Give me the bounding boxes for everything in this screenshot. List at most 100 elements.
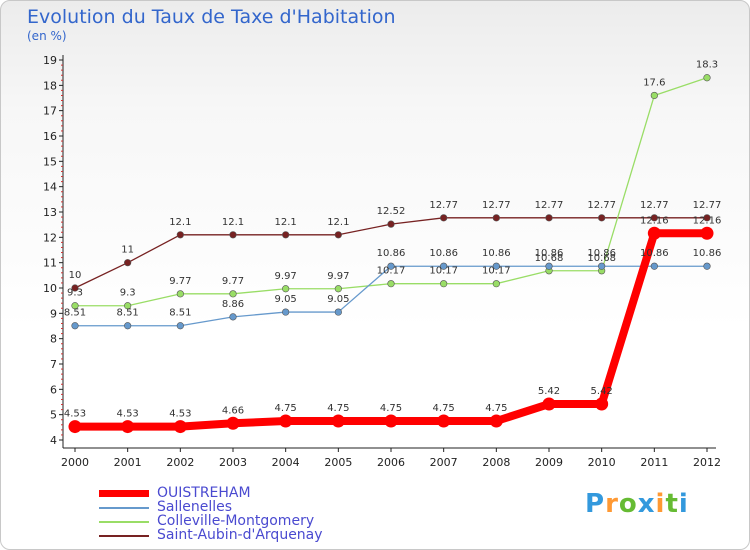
data-point-0: [121, 420, 135, 434]
data-label-0: 4.75: [327, 403, 349, 414]
data-point-0: [700, 226, 714, 240]
data-point-3: [176, 231, 184, 239]
data-point-0: [226, 416, 240, 430]
data-label-0: 4.75: [485, 403, 507, 414]
y-tick-label: 8: [50, 333, 57, 346]
data-label-1: 8.51: [64, 308, 86, 319]
data-point-0: [489, 414, 503, 428]
logo-letter: r: [605, 489, 619, 519]
data-point-0: [279, 414, 293, 428]
data-point-3: [440, 214, 448, 222]
data-point-3: [334, 231, 342, 239]
data-point-3: [71, 284, 79, 292]
x-tick-label: 2005: [324, 456, 352, 469]
data-label-2: 10.17: [377, 266, 406, 277]
data-point-2: [387, 280, 395, 288]
data-label-2: 9.97: [275, 271, 297, 282]
x-tick-label: 2012: [693, 456, 721, 469]
data-label-3: 12.77: [587, 200, 616, 211]
data-point-1: [387, 262, 395, 270]
data-point-1: [492, 262, 500, 270]
data-label-1: 10.86: [535, 248, 564, 259]
data-point-3: [650, 214, 658, 222]
y-tick-label: 15: [43, 155, 57, 168]
data-label-3: 12.1: [222, 217, 244, 228]
data-point-1: [282, 308, 290, 316]
data-label-3: 12.77: [429, 200, 458, 211]
data-label-0: 4.75: [433, 403, 455, 414]
data-label-1: 8.51: [169, 308, 191, 319]
chart-title: Evolution du Taux de Taxe d'Habitation: [27, 6, 396, 28]
data-label-0: 4.53: [117, 409, 139, 420]
data-label-1: 10.86: [640, 248, 669, 259]
y-tick-label: 9: [50, 307, 57, 320]
y-tick-label: 6: [50, 383, 57, 396]
data-label-3: 12.77: [535, 200, 564, 211]
logo-letter: P: [585, 489, 606, 519]
data-point-2: [282, 285, 290, 293]
data-label-1: 9.05: [275, 294, 297, 305]
data-label-0: 5.42: [538, 386, 560, 397]
data-label-3: 11: [121, 245, 134, 256]
data-label-1: 10.86: [429, 248, 458, 259]
data-label-2: 10.17: [429, 266, 458, 277]
data-label-2: 18.3: [696, 60, 718, 71]
data-label-0: 4.75: [380, 403, 402, 414]
data-point-0: [331, 414, 345, 428]
legend-label: Saint-Aubin-d'Arquenay: [157, 527, 323, 543]
data-label-0: 12.16: [640, 215, 669, 226]
data-point-2: [650, 91, 658, 100]
x-tick-label: 2001: [114, 456, 142, 469]
data-label-2: 9.77: [222, 276, 244, 287]
data-label-2: 17.6: [643, 77, 665, 88]
data-point-0: [68, 420, 82, 434]
legend-swatch: [99, 507, 149, 509]
data-point-0: [542, 397, 556, 411]
x-tick-label: 2004: [272, 456, 300, 469]
data-point-0: [384, 414, 398, 428]
logo-letter: x: [637, 489, 656, 519]
data-point-3: [703, 214, 711, 222]
data-point-0: [647, 226, 661, 240]
legend-label: Sallenelles: [157, 499, 233, 515]
data-point-2: [124, 302, 132, 310]
data-point-2: [703, 74, 711, 82]
x-tick-label: 2003: [219, 456, 247, 469]
data-point-1: [176, 322, 184, 330]
data-label-1: 8.86: [222, 299, 244, 310]
x-tick-label: 2008: [482, 456, 510, 469]
data-label-1: 10.86: [587, 248, 616, 259]
data-label-2: 9.97: [327, 271, 349, 282]
logo-letter: t: [665, 489, 679, 519]
legend-label: Colleville-Montgomery: [157, 513, 315, 529]
y-tick-label: 13: [43, 206, 57, 219]
y-tick-label: 12: [43, 231, 57, 244]
y-tick-label: 18: [43, 79, 57, 92]
data-point-1: [545, 262, 553, 270]
y-tick-label: 16: [43, 130, 57, 143]
x-tick-label: 2000: [61, 456, 89, 469]
data-label-3: 12.1: [327, 217, 349, 228]
data-point-3: [229, 231, 237, 239]
data-label-2: 9.77: [169, 276, 191, 287]
data-label-3: 12.1: [169, 217, 191, 228]
data-label-1: 10.86: [693, 248, 722, 259]
legend-label: OUISTREHAM: [157, 485, 251, 501]
legend-swatch: [99, 521, 149, 523]
x-tick-label: 2002: [166, 456, 194, 469]
data-point-0: [437, 414, 451, 428]
data-label-1: 8.51: [117, 308, 139, 319]
data-point-1: [71, 322, 79, 330]
data-label-0: 5.42: [591, 386, 613, 397]
y-tick-label: 17: [43, 105, 57, 118]
x-tick-label: 2006: [377, 456, 405, 469]
data-label-0: 4.66: [222, 405, 244, 416]
data-label-3: 12.77: [640, 200, 669, 211]
data-label-2: 10.17: [482, 266, 511, 277]
legend-swatch: [99, 535, 149, 537]
data-point-3: [598, 214, 606, 222]
data-label-3: 12.52: [377, 206, 406, 217]
data-label-1: 10.86: [482, 248, 511, 259]
